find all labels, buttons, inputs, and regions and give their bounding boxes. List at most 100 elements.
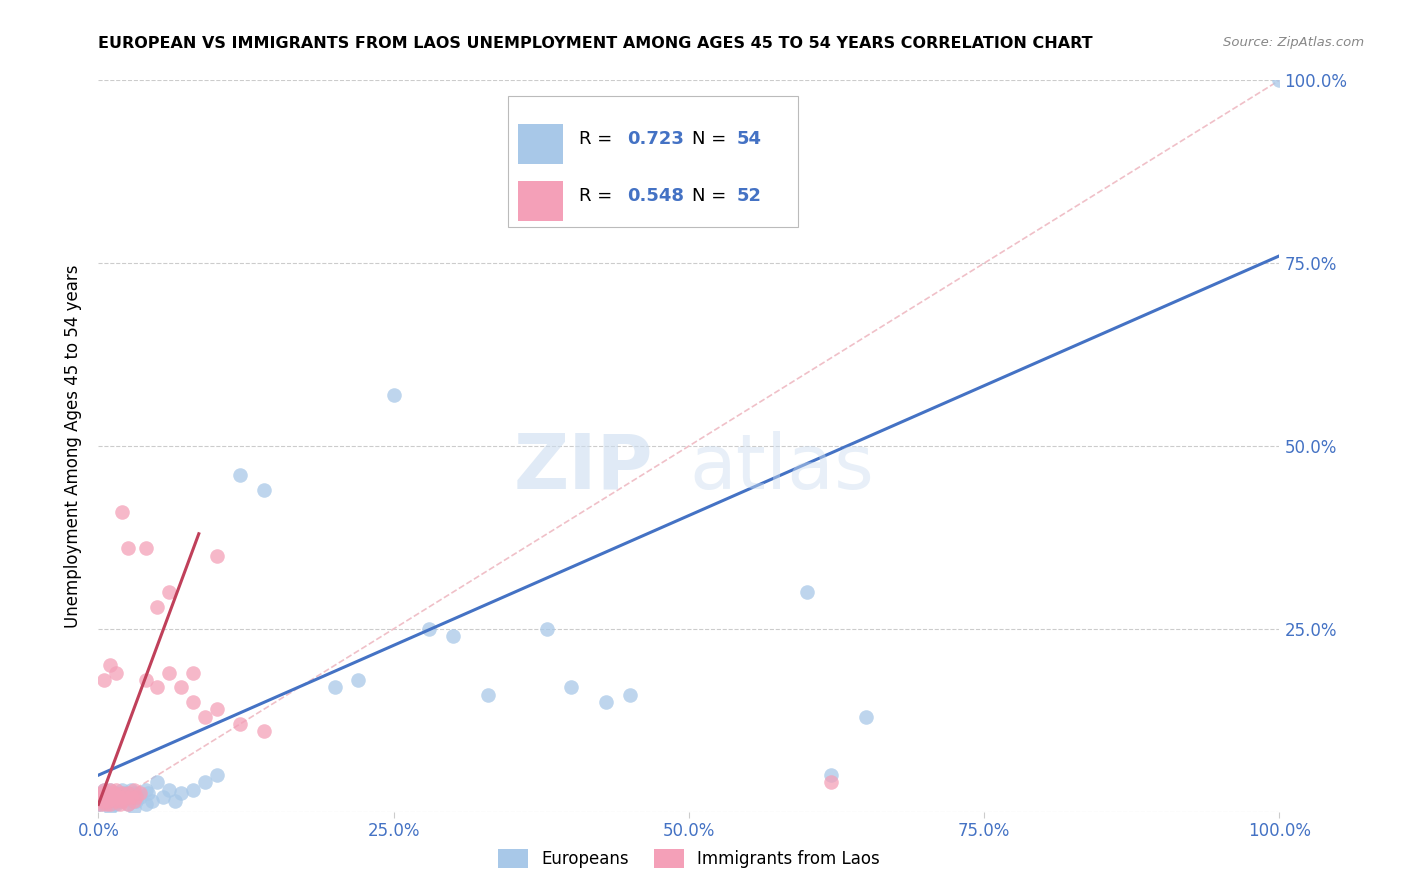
Point: [128, 787, 150, 801]
Point: [91, 790, 114, 805]
Point: [157, 782, 180, 797]
Point: [98, 797, 121, 812]
Point: [128, 790, 150, 805]
Point: [1268, 73, 1291, 87]
Point: [253, 724, 276, 739]
Point: [560, 681, 582, 695]
Point: [105, 782, 128, 797]
Point: [194, 775, 217, 789]
Point: [619, 688, 641, 702]
Text: 54: 54: [737, 130, 761, 148]
Point: [107, 790, 129, 805]
Point: [441, 629, 464, 643]
Point: [101, 790, 124, 805]
Point: [96, 794, 118, 808]
Point: [111, 794, 134, 808]
Point: [87, 797, 110, 812]
Point: [122, 794, 145, 808]
Point: [87, 790, 110, 805]
Point: [820, 768, 842, 782]
Point: [97, 790, 120, 805]
Point: [229, 717, 252, 731]
Point: [855, 709, 877, 723]
Point: [135, 673, 157, 687]
Point: [121, 782, 143, 797]
Point: [141, 794, 163, 808]
Point: [229, 468, 252, 483]
Text: atlas: atlas: [689, 431, 873, 505]
Point: [117, 790, 139, 805]
Bar: [508, 96, 797, 227]
Point: [323, 681, 346, 695]
Bar: [517, 124, 562, 164]
Point: [146, 599, 169, 614]
Point: [117, 797, 139, 812]
Point: [152, 790, 174, 805]
Point: [382, 388, 405, 402]
Point: [418, 622, 440, 636]
Point: [125, 794, 148, 808]
Text: 52: 52: [737, 186, 761, 205]
Point: [205, 768, 228, 782]
Point: [135, 541, 157, 556]
Point: [536, 622, 558, 636]
Point: [111, 505, 134, 519]
Point: [98, 782, 121, 797]
Point: [98, 801, 121, 815]
Point: [117, 541, 139, 556]
Point: [194, 709, 217, 723]
Point: [105, 797, 128, 812]
Text: N =: N =: [693, 130, 733, 148]
Point: [103, 797, 125, 812]
Text: ZIP: ZIP: [515, 431, 654, 505]
Text: R =: R =: [579, 130, 619, 148]
Point: [94, 797, 117, 812]
Text: Source: ZipAtlas.com: Source: ZipAtlas.com: [1223, 36, 1364, 49]
Point: [170, 681, 193, 695]
Point: [796, 585, 818, 599]
Point: [117, 787, 139, 801]
Point: [595, 695, 617, 709]
Point: [108, 797, 131, 812]
Point: [477, 688, 499, 702]
Text: 0.723: 0.723: [627, 130, 685, 148]
Legend: Europeans, Immigrants from Laos: Europeans, Immigrants from Laos: [491, 842, 887, 875]
Point: [820, 775, 842, 789]
Text: 0.548: 0.548: [627, 186, 685, 205]
Text: EUROPEAN VS IMMIGRANTS FROM LAOS UNEMPLOYMENT AMONG AGES 45 TO 54 YEARS CORRELAT: EUROPEAN VS IMMIGRANTS FROM LAOS UNEMPLO…: [98, 36, 1092, 51]
Point: [181, 665, 204, 680]
Point: [108, 790, 131, 805]
Point: [205, 702, 228, 716]
Point: [146, 775, 169, 789]
Point: [91, 787, 114, 801]
Point: [93, 782, 115, 797]
Point: [94, 794, 117, 808]
Point: [98, 782, 121, 797]
Text: R =: R =: [579, 186, 619, 205]
Point: [347, 673, 370, 687]
Y-axis label: Unemployment Among Ages 45 to 54 years: Unemployment Among Ages 45 to 54 years: [65, 264, 83, 628]
Bar: [517, 181, 562, 221]
Point: [157, 585, 180, 599]
Point: [98, 658, 121, 673]
Point: [165, 794, 187, 808]
Point: [181, 782, 204, 797]
Point: [205, 549, 228, 563]
Point: [97, 787, 120, 801]
Text: N =: N =: [693, 186, 733, 205]
Point: [157, 665, 180, 680]
Point: [91, 797, 114, 812]
Point: [103, 787, 125, 801]
Point: [122, 782, 145, 797]
Point: [112, 787, 135, 801]
Point: [107, 794, 129, 808]
Point: [101, 790, 124, 805]
Point: [146, 681, 169, 695]
Point: [135, 797, 157, 812]
Point: [122, 787, 145, 801]
Point: [125, 790, 148, 805]
Point: [111, 787, 134, 801]
Point: [98, 797, 121, 812]
Point: [181, 695, 204, 709]
Point: [170, 787, 193, 801]
